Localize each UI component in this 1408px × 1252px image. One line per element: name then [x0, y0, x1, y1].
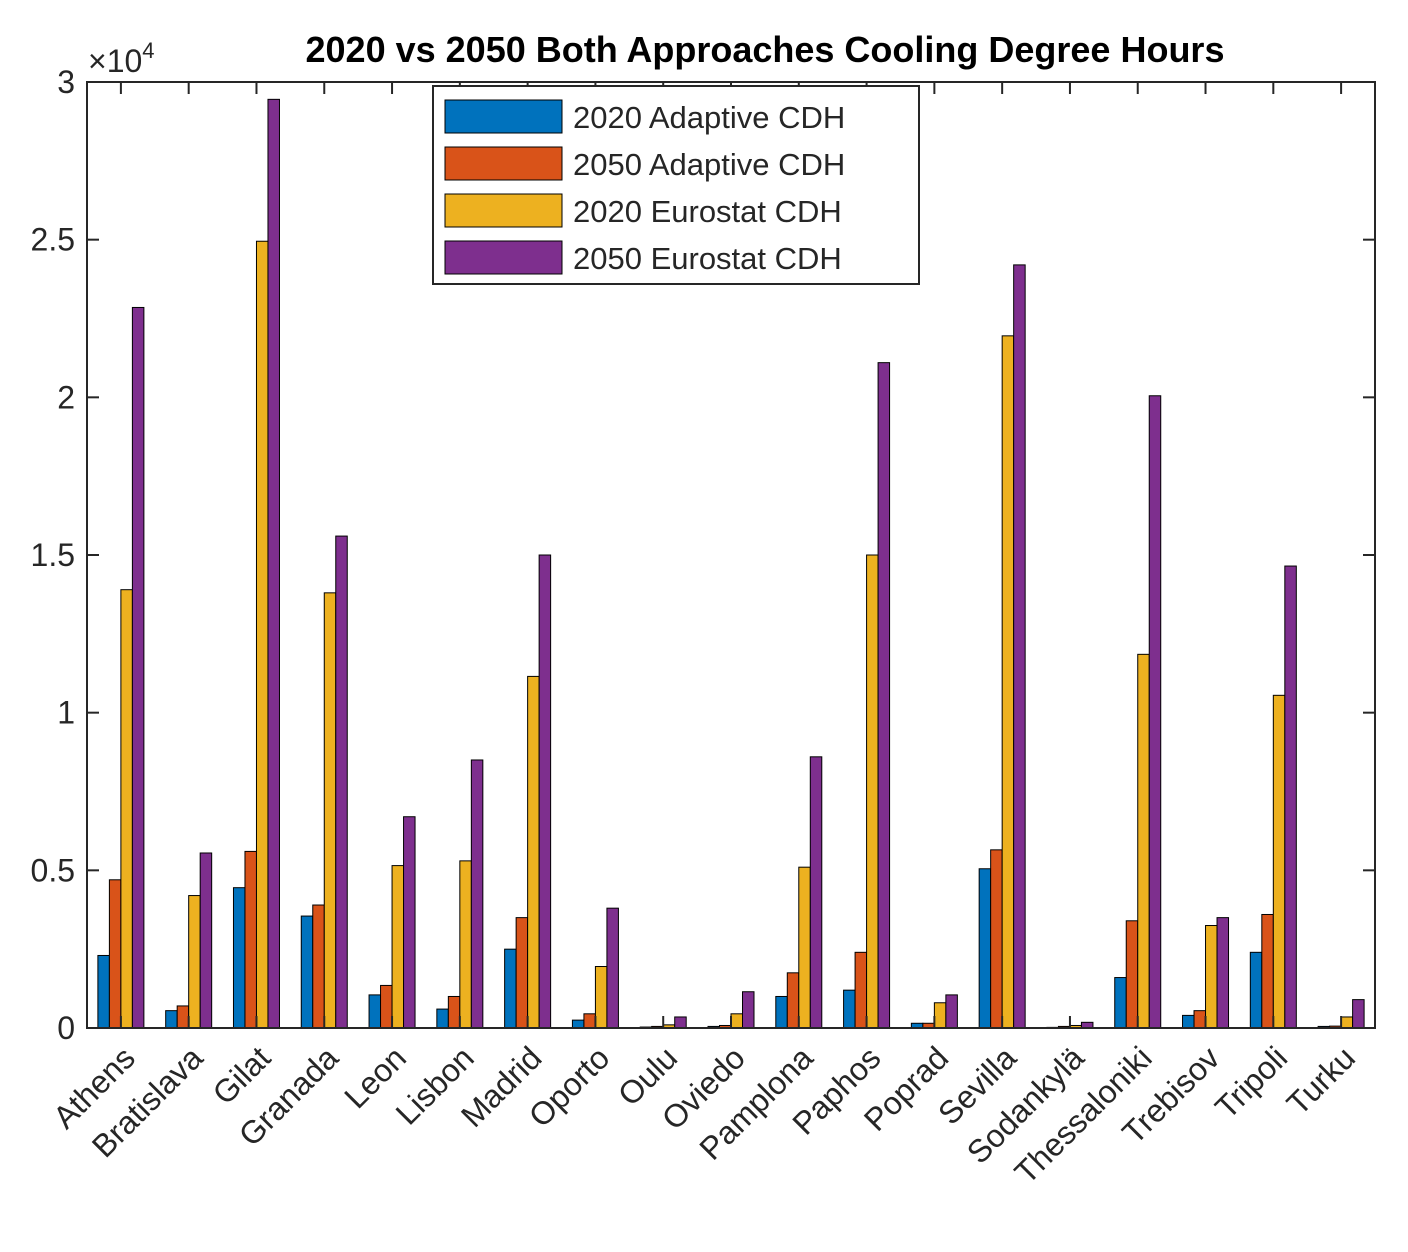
bar-pamplona-2050-adaptive-cdh [786, 972, 800, 1029]
bar-oporto-2050-eurostat-cdh [606, 907, 619, 1029]
bar-turku-2050-eurostat-cdh [1352, 999, 1365, 1029]
bar-thessaloniki-2020-eurostat-cdh [1137, 653, 1150, 1029]
legend-label-2020-adaptive-cdh: 2020 Adaptive CDH [573, 100, 845, 135]
bar-tripoli-2050-adaptive-cdh [1261, 913, 1274, 1029]
legend-swatch-2020-adaptive-cdh [444, 99, 563, 134]
bar-oviedo-2050-eurostat-cdh [742, 991, 755, 1029]
y-tick-label: 1 [57, 695, 75, 731]
bar-paphos-2020-eurostat-cdh [866, 554, 879, 1029]
bar-trebisov-2050-eurostat-cdh [1216, 917, 1230, 1029]
legend: 2020 Adaptive CDH 2050 Adaptive CDH 2020 E… [432, 85, 920, 285]
bar-sevilla-2020-eurostat-cdh [1001, 335, 1015, 1029]
bar-paphos-2050-eurostat-cdh [877, 362, 891, 1029]
bar-pamplona-2050-eurostat-cdh [809, 756, 823, 1029]
bar-sevilla-2020-adaptive-cdh [978, 868, 992, 1029]
x-tick-label-turku: Turku [1280, 1039, 1362, 1121]
bars-group [97, 98, 1365, 1029]
legend-swatch-2050-eurostat-cdh [444, 240, 563, 275]
bar-oporto-2020-eurostat-cdh [594, 966, 608, 1029]
bar-bratislava-2020-adaptive-cdh [165, 1010, 178, 1029]
bar-leon-2050-eurostat-cdh [403, 816, 416, 1029]
y-tick-label: 0.5 [31, 852, 75, 888]
bar-athens-2020-eurostat-cdh [120, 589, 133, 1029]
bar-granada-2020-eurostat-cdh [323, 592, 337, 1029]
bar-athens-2020-adaptive-cdh [97, 954, 110, 1029]
bar-gilat-2050-adaptive-cdh [244, 850, 257, 1029]
y-tick-label: 3 [57, 64, 75, 100]
bar-lisbon-2020-adaptive-cdh [436, 1008, 449, 1029]
bar-granada-2050-adaptive-cdh [312, 904, 325, 1029]
bar-bratislava-2020-eurostat-cdh [188, 895, 201, 1029]
chart-title: 2020 vs 2050 Both Approaches Cooling Deg… [306, 29, 1225, 70]
bar-poprad-2020-eurostat-cdh [933, 1002, 947, 1029]
bar-trebisov-2020-eurostat-cdh [1205, 925, 1218, 1029]
x-tick-label-tripoli: Tripoli [1208, 1039, 1294, 1125]
bar-leon-2020-adaptive-cdh [368, 994, 382, 1029]
bar-lisbon-2050-eurostat-cdh [470, 759, 484, 1029]
y-axis: 0 0.5 1 1.5 2 2.5 3 [31, 64, 1375, 1046]
bar-tripoli-2050-eurostat-cdh [1284, 565, 1297, 1029]
bar-bratislava-2050-adaptive-cdh [176, 1005, 190, 1029]
bar-bratislava-2050-eurostat-cdh [199, 852, 213, 1029]
bar-granada-2020-adaptive-cdh [300, 915, 314, 1029]
bar-turku-2020-eurostat-cdh [1340, 1016, 1354, 1029]
bar-leon-2020-eurostat-cdh [391, 865, 405, 1029]
bar-oporto-2050-adaptive-cdh [583, 1013, 596, 1029]
bar-trebisov-2020-adaptive-cdh [1182, 1014, 1195, 1029]
bar-lisbon-2050-adaptive-cdh [447, 995, 461, 1029]
bar-sevilla-2050-eurostat-cdh [1013, 264, 1026, 1029]
y-tick-label: 2 [57, 379, 75, 415]
bar-trebisov-2050-adaptive-cdh [1193, 1010, 1207, 1029]
bar-pamplona-2020-eurostat-cdh [798, 866, 811, 1029]
bar-madrid-2050-eurostat-cdh [538, 554, 552, 1029]
bar-tripoli-2020-adaptive-cdh [1249, 951, 1263, 1029]
legend-swatch-2050-adaptive-cdh [444, 146, 563, 181]
bar-leon-2050-adaptive-cdh [380, 984, 393, 1029]
bar-thessaloniki-2050-eurostat-cdh [1148, 395, 1162, 1029]
bar-athens-2050-eurostat-cdh [131, 306, 145, 1029]
legend-label-2050-eurostat-cdh: 2050 Eurostat CDH [573, 241, 842, 276]
bar-sevilla-2050-adaptive-cdh [990, 849, 1003, 1029]
legend-label-2020-eurostat-cdh: 2020 Eurostat CDH [573, 194, 842, 229]
bar-pamplona-2020-adaptive-cdh [775, 995, 788, 1029]
legend-label-2050-adaptive-cdh: 2050 Adaptive CDH [573, 147, 845, 182]
bar-gilat-2020-adaptive-cdh [232, 887, 246, 1029]
bar-athens-2050-adaptive-cdh [108, 879, 122, 1029]
y-axis-exponent: ×104 [88, 38, 155, 79]
bar-oporto-2020-adaptive-cdh [571, 1019, 585, 1029]
bar-paphos-2020-adaptive-cdh [843, 989, 856, 1029]
bar-madrid-2020-eurostat-cdh [527, 675, 540, 1029]
y-axis-exponent-power: 4 [142, 38, 154, 63]
legend-swatch-2020-eurostat-cdh [444, 193, 563, 228]
bar-thessaloniki-2020-adaptive-cdh [1114, 977, 1127, 1029]
bar-granada-2050-eurostat-cdh [335, 535, 348, 1029]
y-axis-exponent-base: ×10 [88, 43, 142, 79]
bar-lisbon-2020-eurostat-cdh [459, 860, 472, 1029]
bar-oviedo-2020-eurostat-cdh [730, 1013, 743, 1029]
bar-thessaloniki-2050-adaptive-cdh [1125, 920, 1139, 1029]
y-tick-label: 2.5 [31, 222, 75, 258]
bar-paphos-2050-adaptive-cdh [854, 951, 868, 1029]
bar-tripoli-2020-eurostat-cdh [1272, 694, 1286, 1029]
y-tick-label: 0 [57, 1010, 75, 1046]
bar-gilat-2020-eurostat-cdh [255, 240, 269, 1029]
bar-poprad-2050-eurostat-cdh [945, 994, 958, 1029]
bar-oulu-2050-eurostat-cdh [674, 1016, 687, 1029]
bar-madrid-2050-adaptive-cdh [515, 917, 529, 1029]
y-tick-label: 1.5 [31, 537, 75, 573]
bar-gilat-2050-eurostat-cdh [267, 98, 280, 1029]
bar-madrid-2020-adaptive-cdh [504, 948, 517, 1029]
